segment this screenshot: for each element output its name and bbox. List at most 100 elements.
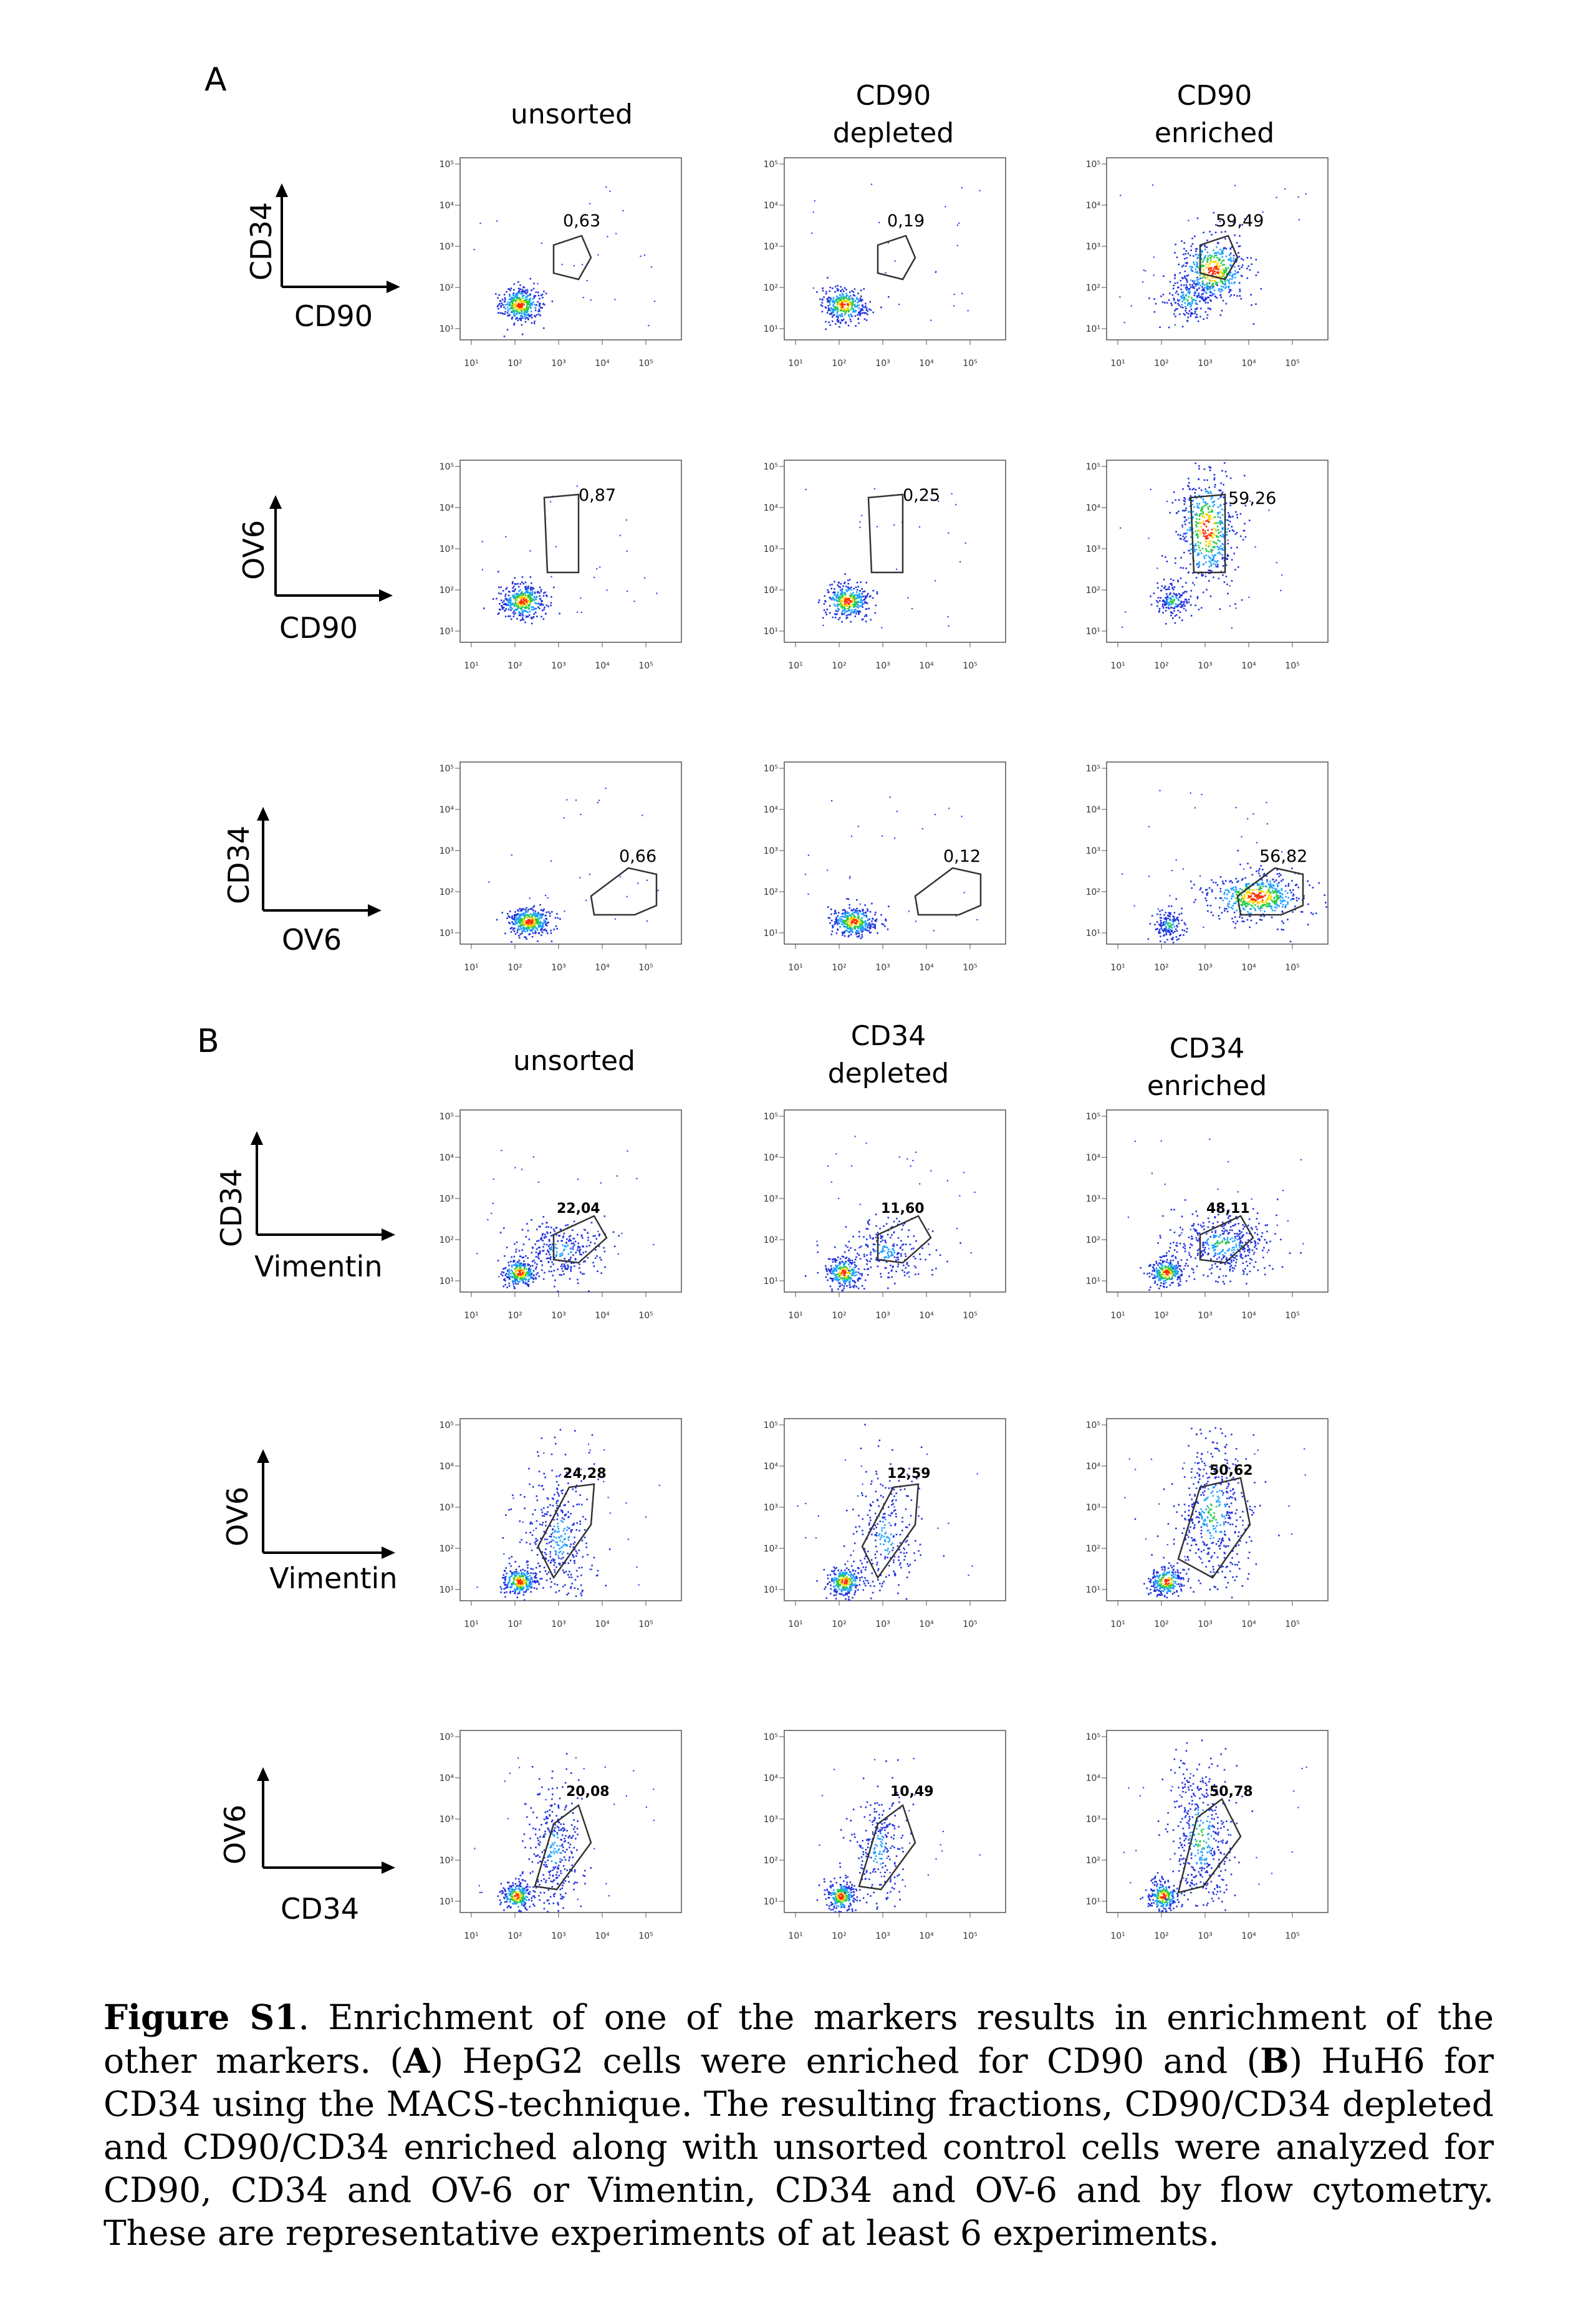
event-dot [522,1281,524,1283]
event-dot [1191,284,1193,286]
event-dot [537,920,539,922]
event-dot [844,909,845,911]
event-dot [650,266,652,268]
event-dot [1198,572,1199,574]
event-dot [539,304,541,306]
dot-plot: 10¹ 10¹ 10² 10² 10³ 10³ 10⁴ 10⁴ 10⁵ 10⁵ 0,87 [429,448,682,685]
event-dot [839,294,842,297]
event-dot [524,911,526,914]
event-dot [842,601,844,602]
event-dot [540,913,542,915]
event-dot [831,320,834,322]
x-tick-label: 10² [507,359,522,369]
event-dot [857,917,860,920]
event-dot [1196,258,1198,259]
event-dot [1260,287,1262,290]
event-dot [1199,875,1201,877]
event-dot [1181,296,1183,299]
event-dot [1201,261,1203,263]
event-dot [547,932,549,934]
event-dot [834,910,836,912]
event-dot [1204,501,1207,503]
event-dot [657,889,659,892]
event-dot [1187,316,1189,319]
event-dot [840,301,843,303]
event-dot [851,597,853,599]
event-dot [1309,884,1310,886]
event-dot [1253,899,1256,900]
event-dot [1202,265,1204,268]
event-dot [1230,260,1233,263]
event-dot [529,908,531,910]
axis-arrows-icon [257,807,382,917]
event-dot [1240,910,1242,912]
event-dot [506,1270,509,1272]
event-dot [1173,299,1175,301]
event-dot [1205,561,1207,564]
event-dot [598,1233,600,1235]
event-dot [1209,905,1212,907]
event-dot [841,614,843,615]
event-dot [852,914,855,917]
event-dot [614,299,616,301]
event-dot [1180,296,1182,297]
event-dot [529,1275,532,1278]
event-dot [1213,501,1214,503]
event-dot [1220,262,1222,264]
event-dot [522,912,524,914]
event-dot [523,1260,525,1262]
event-dot [854,604,856,607]
event-dot [844,304,846,306]
event-dot [1226,554,1229,556]
event-dot [532,287,535,290]
gate-percentage: 56,82 [1259,847,1307,866]
event-dot [504,595,506,597]
event-dot [861,925,863,927]
event-dot [848,579,851,581]
event-dot [1160,589,1163,592]
event-dot [836,594,839,596]
event-dot [842,931,844,933]
event-dot [1185,567,1187,569]
event-dot [1231,282,1233,284]
y-tick-label: 10⁴ [764,503,779,513]
event-dot [1220,504,1222,506]
event-dot [1204,530,1206,532]
event-dot [1209,595,1212,597]
event-dot [515,608,517,610]
event-dot [1249,926,1251,929]
event-dot [1218,265,1220,268]
event-dot [1259,895,1261,898]
event-dot [854,927,856,930]
event-dot [856,929,858,932]
event-dot [1172,579,1175,581]
event-dot [1208,287,1209,289]
event-dot [541,925,543,927]
event-dot [532,923,534,925]
event-dot [1202,282,1204,285]
event-dot [1163,275,1165,277]
event-dot [545,917,547,920]
event-dot [523,928,525,930]
event-dot [577,1282,579,1285]
event-dot [514,1243,516,1245]
event-dot [1199,549,1201,552]
event-dot [521,928,523,930]
event-dot [1234,273,1236,275]
event-dot [854,601,857,603]
event-dot [1189,254,1191,256]
event-dot [507,315,509,317]
event-dot [1198,465,1200,467]
event-dot [1247,883,1249,885]
event-dot [521,1268,523,1271]
event-dot [532,1281,534,1283]
event-dot [845,311,847,313]
event-dot [1163,924,1165,926]
event-dot [541,922,543,924]
event-dot [1181,526,1183,528]
event-dot [1200,297,1203,299]
event-dot [850,301,852,304]
event-dot [1183,275,1186,277]
event-dot [1206,261,1209,263]
